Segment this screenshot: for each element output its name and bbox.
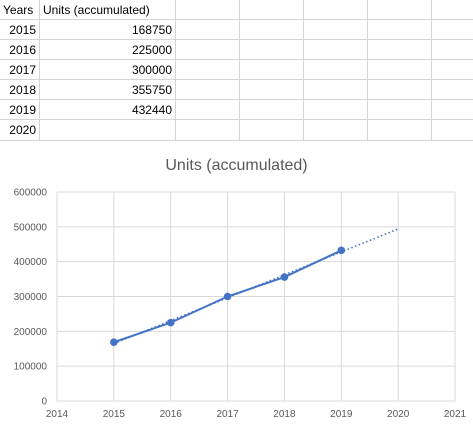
column-divider (367, 0, 368, 141)
y-tick-label: 400000 (14, 257, 48, 268)
cell-year[interactable]: 2020 (9, 123, 36, 137)
data-point (223, 292, 232, 301)
column-divider (239, 0, 240, 141)
chart-plot: 0 100000 200000 300000 400000 500000 600000 201… (14, 188, 467, 421)
row-divider (0, 140, 473, 141)
x-tick-label: 2017 (216, 409, 239, 420)
data-point (166, 318, 175, 327)
cell-units[interactable] (40, 120, 175, 140)
cell-year[interactable]: 2016 (9, 43, 36, 57)
x-tick-label: 2021 (444, 409, 467, 420)
data-point (110, 338, 118, 347)
cell-units[interactable]: 432440 (131, 103, 172, 117)
y-tick-label: 0 (41, 397, 47, 408)
cell-year[interactable]: 2015 (9, 23, 36, 37)
y-tick-label: 600000 (14, 188, 48, 199)
column-divider (303, 0, 304, 141)
row-divider (0, 99, 473, 100)
row-divider (0, 39, 473, 40)
cell-units[interactable]: 300000 (131, 63, 172, 77)
x-tick-label: 2014 (46, 409, 69, 420)
x-tick-label: 2018 (273, 409, 296, 420)
y-tick-label: 100000 (14, 362, 48, 373)
row-divider (0, 59, 473, 60)
column-divider (431, 0, 432, 141)
row-divider (0, 79, 473, 80)
cell-units[interactable]: 225000 (131, 43, 172, 57)
spreadsheet-grid[interactable]: Years Units (accumulated) 2015 168750 20… (0, 0, 473, 145)
x-tick-label: 2019 (330, 409, 353, 420)
cell-year[interactable]: 2019 (9, 103, 36, 117)
cell-units[interactable]: 355750 (131, 83, 172, 97)
chart-title: Units (accumulated) (165, 157, 308, 174)
header-years[interactable]: Years (3, 3, 34, 17)
column-divider (175, 0, 176, 141)
column-divider (39, 0, 40, 141)
cell-year[interactable]: 2018 (9, 83, 36, 97)
row-divider (0, 19, 473, 20)
y-tick-label: 200000 (14, 327, 48, 338)
header-units[interactable]: Units (accumulated) (43, 3, 150, 17)
cell-units[interactable]: 168750 (131, 23, 172, 37)
data-point (337, 246, 346, 255)
data-point (280, 273, 289, 281)
chart-area[interactable]: Units (accumulated) 0 100000 200000 300000 4… (0, 145, 473, 425)
row-divider (0, 119, 473, 120)
y-tick-label: 500000 (14, 222, 48, 233)
x-tick-label: 2016 (160, 409, 183, 420)
x-tick-label: 2015 (103, 409, 126, 420)
y-tick-label: 300000 (14, 292, 48, 303)
x-tick-label: 2020 (387, 409, 410, 420)
cell-year[interactable]: 2017 (9, 63, 36, 77)
